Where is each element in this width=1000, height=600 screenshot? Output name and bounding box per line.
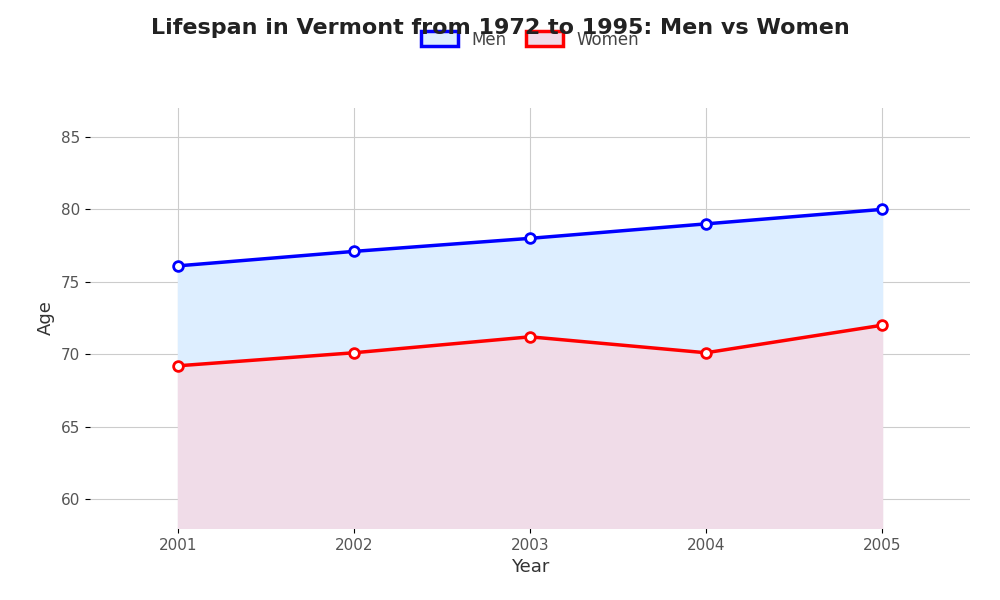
Legend: Men, Women: Men, Women bbox=[414, 24, 646, 55]
Y-axis label: Age: Age bbox=[37, 301, 55, 335]
X-axis label: Year: Year bbox=[511, 558, 549, 576]
Text: Lifespan in Vermont from 1972 to 1995: Men vs Women: Lifespan in Vermont from 1972 to 1995: M… bbox=[151, 18, 849, 38]
